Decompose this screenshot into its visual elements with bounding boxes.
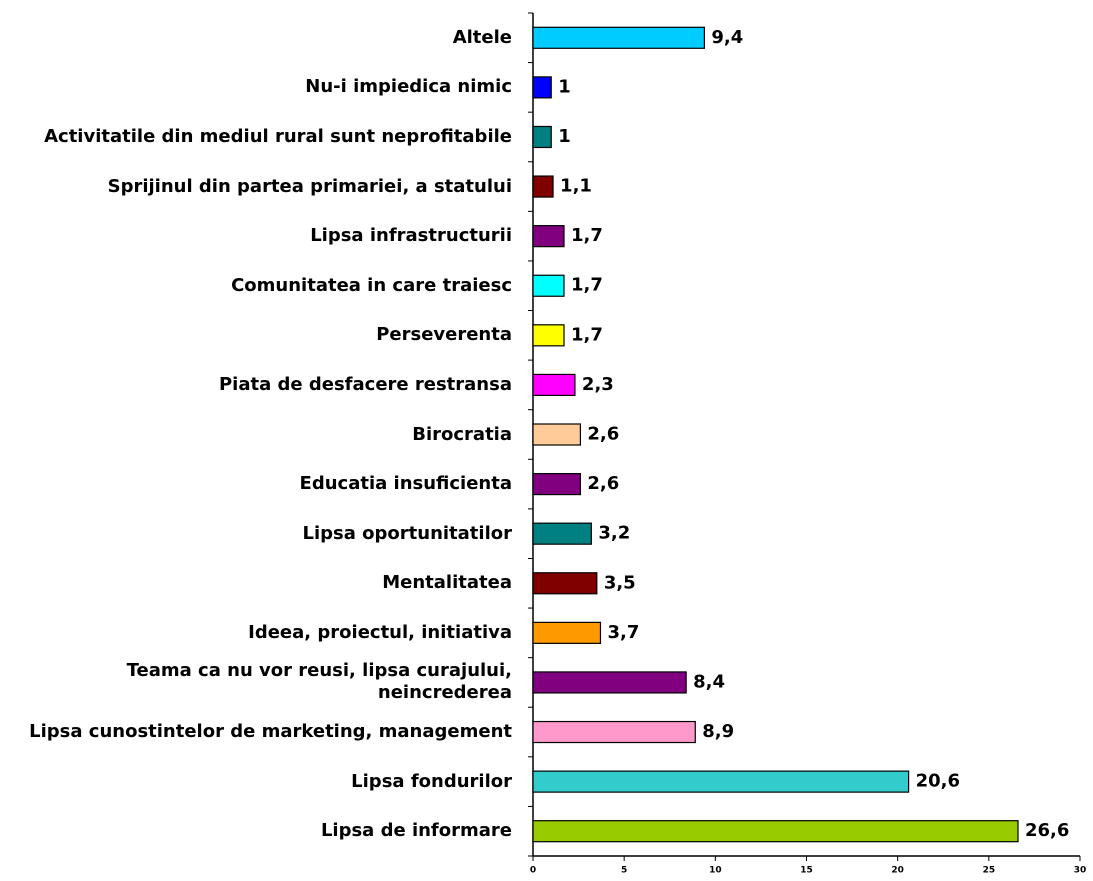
bar bbox=[532, 324, 565, 347]
category-label: Nu-i impiedica nimic bbox=[305, 76, 512, 98]
value-label: 3,5 bbox=[604, 572, 636, 593]
category-label: Birocratia bbox=[412, 423, 512, 445]
category-label: Mentalitatea bbox=[382, 572, 512, 594]
category-label: Lipsa de informare bbox=[320, 820, 512, 842]
category-label: Lipsa oportunitatilor bbox=[302, 522, 513, 544]
bar bbox=[532, 770, 910, 793]
category-label: Ideea, proiectul, initiativa bbox=[248, 621, 512, 643]
value-label: 8,9 bbox=[702, 721, 734, 742]
category-label: Altele bbox=[452, 26, 512, 48]
category-label: Sprijinul din partea primariei, a statul… bbox=[107, 175, 512, 197]
value-label: 3,2 bbox=[598, 523, 630, 544]
category-label: Comunitatea in care traiesc bbox=[231, 274, 512, 296]
bar bbox=[532, 820, 1019, 843]
value-label: 1 bbox=[558, 76, 571, 97]
category-label: Lipsa fondurilor bbox=[351, 770, 512, 792]
value-label: 2,6 bbox=[587, 424, 619, 445]
x-tick-label: 30 bbox=[1074, 866, 1087, 876]
value-label: 20,6 bbox=[916, 771, 960, 792]
category-label: Activitatile din mediul rural sunt nepro… bbox=[44, 125, 512, 147]
category-label: Teama ca nu vor reusi, lipsa curajului, … bbox=[126, 660, 512, 704]
value-label: 3,7 bbox=[607, 622, 639, 643]
bar bbox=[532, 621, 602, 644]
value-label: 1,7 bbox=[571, 225, 603, 246]
value-label: 1 bbox=[558, 126, 571, 147]
value-label: 2,6 bbox=[587, 473, 619, 494]
bar bbox=[532, 671, 687, 694]
bar bbox=[532, 373, 576, 397]
x-tick-label: 25 bbox=[983, 866, 996, 876]
bar bbox=[532, 225, 565, 248]
bar bbox=[532, 423, 582, 446]
category-label: Perseverenta bbox=[376, 324, 512, 346]
value-label: 1,7 bbox=[571, 275, 603, 296]
x-tick-label: 0 bbox=[530, 866, 536, 876]
value-label: 8,4 bbox=[693, 671, 725, 692]
bar bbox=[532, 522, 592, 545]
bar bbox=[532, 76, 552, 99]
value-label: 9,4 bbox=[711, 27, 743, 48]
x-tick-label: 15 bbox=[800, 866, 813, 876]
value-label: 1,7 bbox=[571, 324, 603, 345]
category-label: Lipsa infrastructurii bbox=[310, 225, 512, 247]
category-label: Piata de desfacere restransa bbox=[218, 373, 512, 395]
category-label: Lipsa cunostintelor de marketing, manage… bbox=[29, 721, 512, 743]
x-tick-label: 10 bbox=[709, 866, 722, 876]
value-label: 1,1 bbox=[560, 176, 592, 197]
x-tick-label: 5 bbox=[621, 866, 627, 876]
bar bbox=[532, 26, 705, 49]
value-label: 2,3 bbox=[582, 374, 614, 395]
value-label: 26,6 bbox=[1025, 820, 1069, 841]
bar bbox=[532, 572, 598, 595]
bar bbox=[532, 125, 552, 149]
bar bbox=[532, 175, 554, 198]
bar bbox=[532, 720, 696, 744]
x-tick-label: 20 bbox=[891, 866, 904, 876]
bar bbox=[532, 274, 565, 297]
category-label: Educatia insuficienta bbox=[299, 473, 512, 495]
bar bbox=[532, 472, 582, 496]
